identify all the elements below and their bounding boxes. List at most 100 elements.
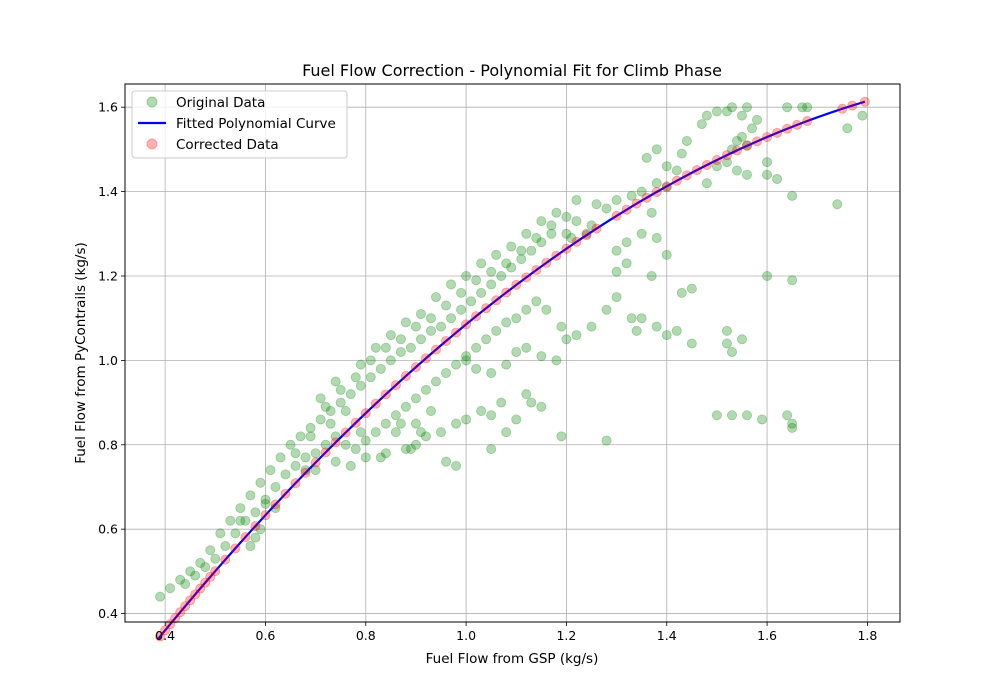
original-data-point [696, 119, 707, 130]
original-data-point [742, 410, 753, 421]
y-tick-label: 0.4 [98, 606, 118, 621]
original-data-point [686, 338, 697, 349]
original-data-point [726, 410, 737, 421]
original-data-point [385, 355, 396, 366]
original-data-point [636, 228, 647, 239]
original-data-point [446, 313, 457, 324]
original-data-point [315, 393, 326, 404]
original-data-point [521, 342, 532, 353]
original-data-point [551, 207, 562, 218]
original-data-point [441, 300, 452, 311]
original-data-point [335, 384, 346, 395]
corrected-data-point [571, 236, 582, 247]
original-data-point [591, 199, 602, 210]
y-tick-label: 1.6 [98, 100, 118, 115]
original-data-point [762, 270, 773, 281]
original-data-point [340, 406, 351, 417]
original-data-point [245, 541, 256, 552]
original-data-point [425, 406, 436, 417]
original-data-point [721, 338, 732, 349]
legend: Original Data Fitted Polynomial Curve Co… [131, 90, 348, 159]
original-data-point [646, 270, 657, 281]
corrected-data-point [742, 140, 753, 151]
original-data-point [496, 270, 507, 281]
original-data-point [461, 270, 472, 281]
original-data-point [175, 574, 186, 585]
corrected-data-point [591, 223, 602, 234]
original-data-point [726, 102, 737, 113]
corrected-data-point [220, 554, 231, 565]
original-data-point [526, 397, 537, 408]
original-data-point [842, 123, 853, 134]
original-data-point [240, 515, 251, 526]
legend-box [131, 90, 348, 159]
original-data-point [536, 216, 547, 227]
corrected-data-point [205, 571, 216, 582]
original-data-point [556, 321, 567, 332]
original-data-point [701, 178, 712, 189]
original-data-point [325, 406, 336, 417]
x-tick-label: 1.2 [556, 628, 576, 643]
original-data-point [486, 266, 497, 277]
original-data-point [390, 427, 401, 438]
corrected-data-point [491, 295, 502, 306]
y-tick-label: 1.2 [98, 268, 118, 283]
original-data-point [410, 321, 421, 332]
original-data-point [486, 279, 497, 290]
original-data-point [350, 443, 361, 454]
original-data-point [355, 427, 366, 438]
original-data-point [516, 245, 527, 256]
x-axis-label: Fuel Flow from GSP (kg/s) [426, 651, 599, 667]
original-data-point [757, 414, 768, 425]
original-data-point [441, 368, 452, 379]
original-data-point [335, 397, 346, 408]
original-data-point [731, 165, 742, 176]
original-data-point [375, 452, 386, 463]
corrected-data-point [691, 165, 702, 176]
grid [125, 84, 900, 622]
original-data-point [431, 292, 442, 303]
original-data-point [486, 368, 497, 379]
original-data-point [701, 110, 712, 121]
original-data-point [420, 384, 431, 395]
corrected-data-point [270, 499, 281, 510]
original-data-point [496, 397, 507, 408]
original-data-point [446, 279, 457, 290]
original-data-point [400, 317, 411, 328]
original-data-point [511, 414, 522, 425]
corrected-data-point [250, 521, 261, 532]
original-data-point [526, 245, 537, 256]
original-data-point [762, 169, 773, 180]
original-data-point [561, 228, 572, 239]
original-data-point [742, 169, 753, 180]
original-data-point [330, 376, 341, 387]
original-data-point [295, 431, 306, 442]
original-data-point [721, 106, 732, 117]
original-data-point [626, 190, 637, 201]
original-data-point [621, 258, 632, 269]
original-data-point [787, 418, 798, 429]
original-data-point [476, 258, 487, 269]
original-data-point [636, 313, 647, 324]
corrected-data-point [837, 103, 848, 114]
original-data-point [245, 490, 256, 501]
original-data-point [350, 372, 361, 383]
original-data-point [601, 304, 612, 315]
original-data-point [415, 308, 426, 319]
original-data-point [686, 283, 697, 294]
fitted-polynomial-curve [156, 100, 866, 641]
corrected-data-point [859, 96, 870, 107]
original-data-point [180, 579, 191, 590]
original-data-point [265, 465, 276, 476]
original-data-point [601, 435, 612, 446]
original-data-point [436, 427, 447, 438]
original-data-point [441, 456, 452, 467]
x-tick-label: 0.8 [356, 628, 376, 643]
original-data-point [436, 321, 447, 332]
original-data-point [536, 237, 547, 248]
corrected-data-point [651, 186, 662, 197]
y-tick-label: 1.4 [98, 184, 118, 199]
legend-label-original: Original Data [176, 95, 265, 111]
original-data-point [451, 460, 462, 471]
original-data-point [731, 135, 742, 146]
